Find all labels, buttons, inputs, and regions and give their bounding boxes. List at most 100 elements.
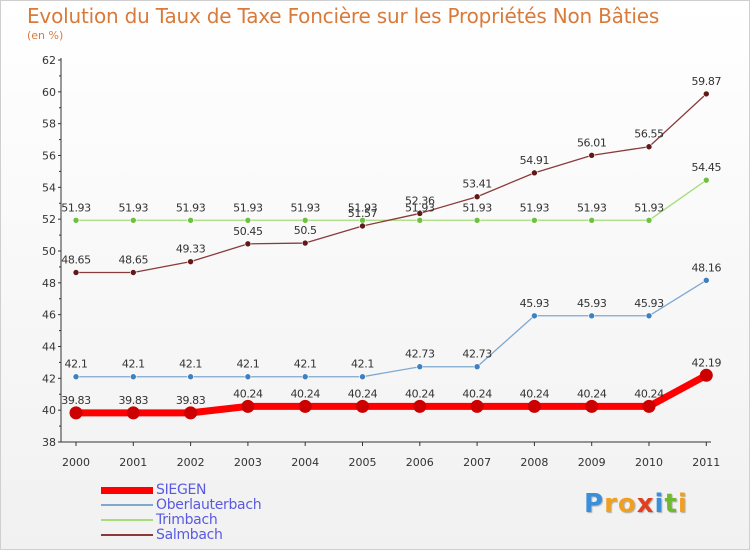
logo-letter: x xyxy=(636,489,655,519)
data-label-salmbach: 53.41 xyxy=(462,178,492,191)
legend-item-oberlauterbach: Oberlauterbach xyxy=(101,497,341,513)
legend-swatch xyxy=(101,519,153,521)
data-label-salmbach: 51.57 xyxy=(348,207,378,220)
data-label-salmbach: 56.55 xyxy=(634,128,664,141)
data-label-oberlauterbach: 42.1 xyxy=(179,358,202,371)
data-point-oberlauterbach xyxy=(244,373,252,381)
data-label-siegen: 42.19 xyxy=(692,356,722,369)
data-point-trimbach xyxy=(588,216,596,224)
data-point-salmbach xyxy=(416,210,424,217)
data-point-salmbach xyxy=(244,240,252,248)
data-point-salmbach xyxy=(301,239,309,247)
data-label-trimbach: 51.93 xyxy=(119,201,149,214)
data-point-siegen xyxy=(413,399,427,413)
data-point-oberlauterbach xyxy=(72,373,80,381)
logo-letter: i xyxy=(677,489,688,519)
axes: 38 40 42 44 46 48 50 52 54 56 58 60 62 2000 2001 2002 20… xyxy=(42,54,720,469)
y-tick-label: 60 xyxy=(42,86,56,99)
data-label-siegen: 40.24 xyxy=(233,387,263,400)
data-point-siegen xyxy=(184,406,198,420)
data-label-trimbach: 51.93 xyxy=(176,201,206,214)
legend-label: Oberlauterbach xyxy=(156,497,262,513)
data-point-trimbach xyxy=(301,216,309,224)
data-point-salmbach xyxy=(473,193,481,201)
x-tick-label: 2002 xyxy=(177,456,205,469)
data-label-trimbach: 51.93 xyxy=(577,201,607,214)
data-label-siegen: 40.24 xyxy=(462,387,492,400)
data-point-siegen xyxy=(585,399,599,413)
data-label-oberlauterbach: 45.93 xyxy=(577,297,607,310)
data-label-siegen: 40.24 xyxy=(634,387,664,400)
data-point-oberlauterbach xyxy=(301,373,309,381)
x-tick-label: 2004 xyxy=(291,456,319,469)
proxiti-logo: Proxiti xyxy=(584,489,688,519)
data-label-salmbach: 48.65 xyxy=(119,253,149,266)
data-label-oberlauterbach: 42.1 xyxy=(351,358,374,371)
data-label-oberlauterbach: 45.93 xyxy=(634,297,664,310)
data-point-salmbach xyxy=(531,169,538,177)
series-points xyxy=(69,90,713,420)
logo-letter: r xyxy=(604,489,618,519)
data-point-oberlauterbach xyxy=(187,373,194,381)
data-label-oberlauterbach: 45.93 xyxy=(520,297,550,310)
data-point-siegen xyxy=(527,399,541,413)
data-point-siegen xyxy=(126,406,140,420)
legend-label: Trimbach xyxy=(156,512,218,528)
y-tick-label: 58 xyxy=(42,118,56,131)
x-tick-label: 2006 xyxy=(406,456,434,469)
data-label-siegen: 39.83 xyxy=(119,394,149,407)
data-point-salmbach xyxy=(702,90,710,98)
series-line-siegen xyxy=(72,371,710,417)
data-label-trimbach: 51.93 xyxy=(520,201,550,214)
legend-label: SIEGEN xyxy=(156,482,207,498)
data-point-oberlauterbach xyxy=(359,373,366,381)
series-line-oberlauterbach xyxy=(75,279,707,378)
data-point-oberlauterbach xyxy=(645,312,653,320)
data-point-salmbach xyxy=(72,269,80,276)
data-label-oberlauterbach: 48.16 xyxy=(692,261,722,274)
y-tick-label: 50 xyxy=(42,245,56,258)
y-tick-label: 38 xyxy=(42,436,56,449)
data-label-salmbach: 49.33 xyxy=(176,243,206,256)
data-label-siegen: 40.24 xyxy=(520,387,550,400)
data-label-salmbach: 50.5 xyxy=(294,224,317,237)
unit-label: (en %) xyxy=(27,29,64,42)
y-tick-label: 40 xyxy=(42,404,56,417)
data-label-siegen: 39.83 xyxy=(176,394,206,407)
data-point-salmbach xyxy=(130,269,137,276)
data-label-oberlauterbach: 42.1 xyxy=(122,358,145,371)
data-point-trimbach xyxy=(473,216,481,224)
data-label-trimbach: 51.93 xyxy=(405,201,435,214)
data-label-oberlauterbach: 42.1 xyxy=(294,358,317,371)
data-label-siegen: 39.83 xyxy=(61,394,91,407)
data-point-salmbach xyxy=(588,152,596,159)
y-tick-label: 52 xyxy=(42,213,56,226)
data-point-siegen xyxy=(699,368,713,382)
logo-letter: i xyxy=(654,489,665,519)
data-point-trimbach xyxy=(416,216,424,224)
data-label-trimbach: 51.93 xyxy=(61,201,91,214)
series-labels: 42.1 42.1 42.1 42.1 42.1 42.1 42.73 42.73 45.93 4… xyxy=(61,75,722,407)
data-point-siegen xyxy=(470,399,484,413)
data-point-salmbach xyxy=(645,143,653,151)
x-tick-label: 2008 xyxy=(520,456,548,469)
x-tick-label: 2011 xyxy=(692,456,720,469)
legend-swatch xyxy=(101,486,153,494)
data-point-oberlauterbach xyxy=(702,276,710,284)
data-label-siegen: 40.24 xyxy=(290,387,320,400)
data-point-siegen xyxy=(642,399,656,413)
data-label-oberlauterbach: 42.73 xyxy=(462,348,492,361)
data-point-oberlauterbach xyxy=(588,312,596,320)
data-label-siegen: 40.24 xyxy=(405,387,435,400)
data-label-trimbach: 51.93 xyxy=(233,201,263,214)
data-label-oberlauterbach: 42.73 xyxy=(405,348,435,361)
legend-item-salmbach: Salmbach xyxy=(101,527,341,543)
data-label-trimbach: 51.93 xyxy=(348,201,378,214)
data-label-trimbach: 54.45 xyxy=(692,161,722,174)
data-label-salmbach: 52.36 xyxy=(405,194,435,207)
data-label-oberlauterbach: 42.1 xyxy=(65,358,88,371)
x-tick-label: 2001 xyxy=(119,456,147,469)
legend-swatch xyxy=(101,534,153,536)
